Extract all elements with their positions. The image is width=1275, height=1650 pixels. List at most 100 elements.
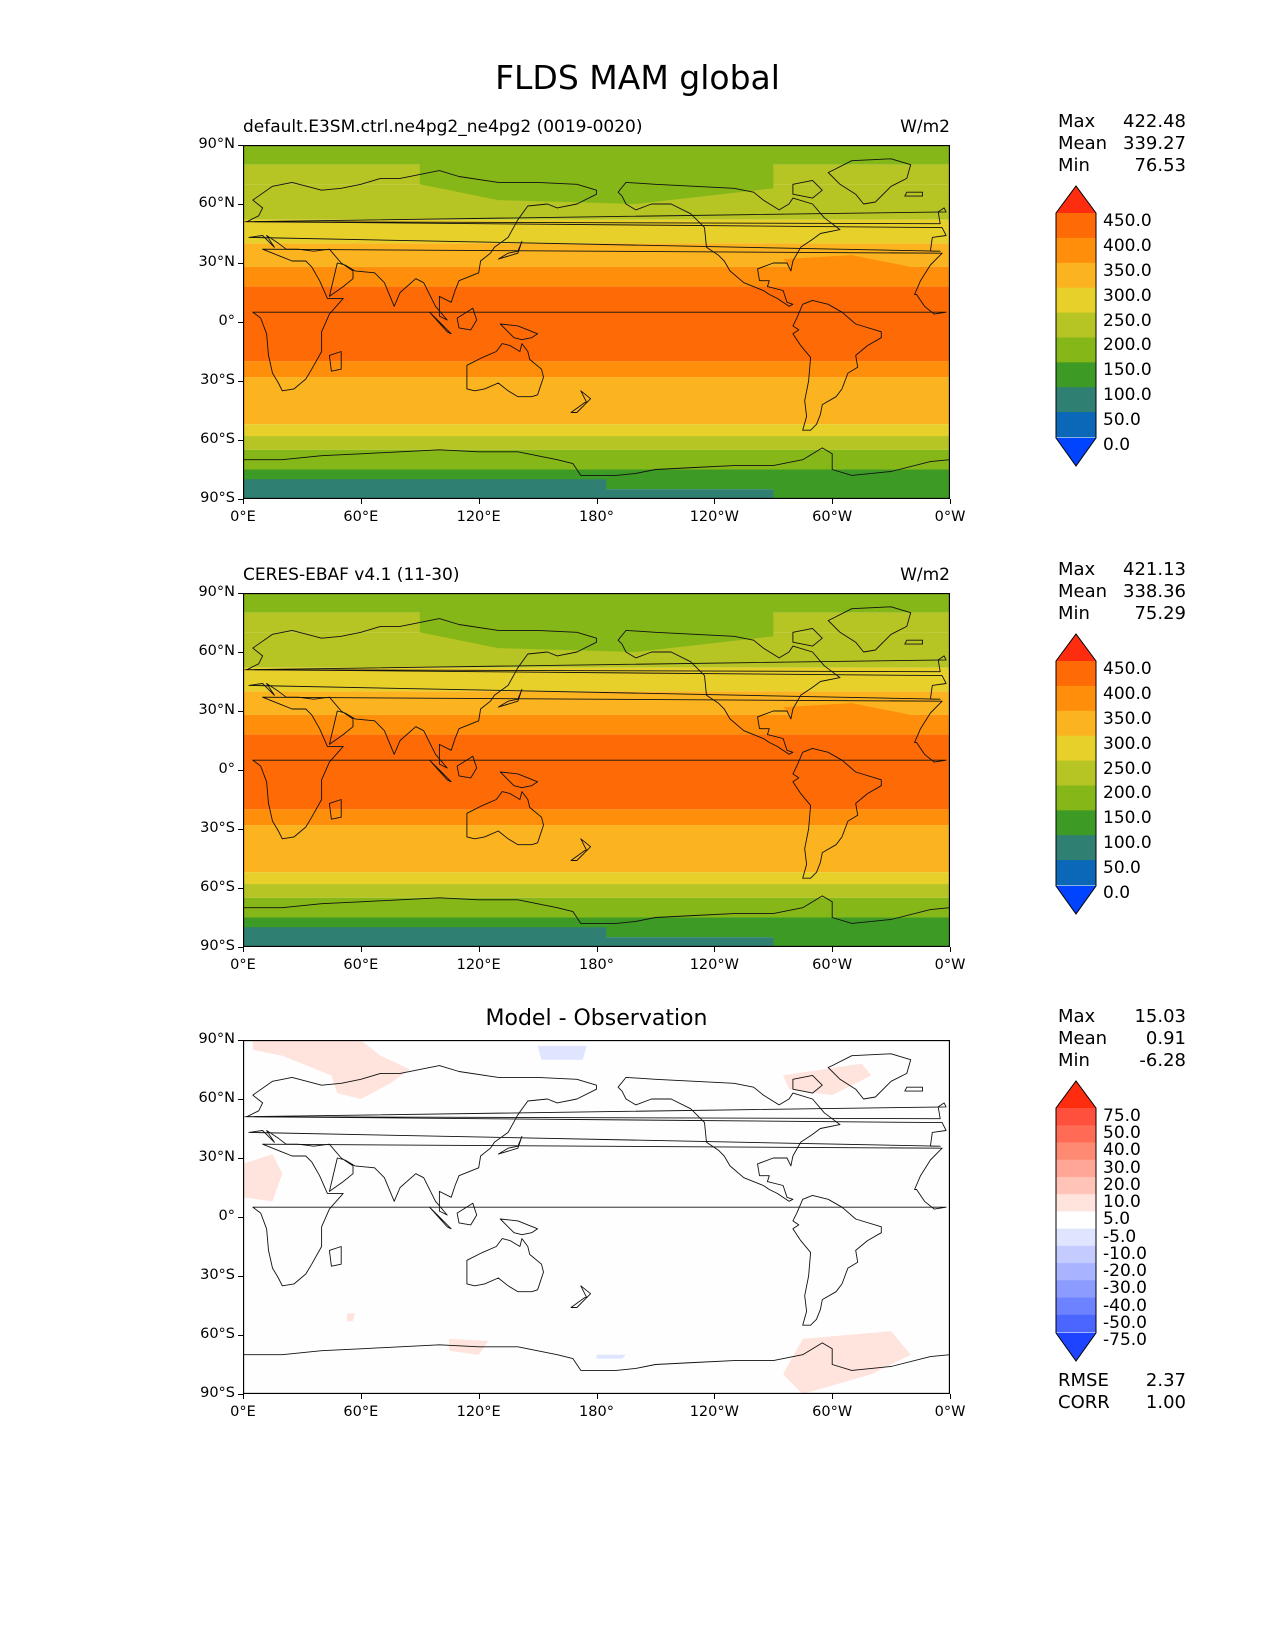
colorbar-tick-label: 400.0	[1103, 683, 1152, 704]
colorbar-segment	[1056, 1194, 1096, 1212]
coastline-africa	[252, 248, 947, 392]
coastline-baffin	[792, 1074, 823, 1094]
lat-tick-mark	[238, 263, 243, 264]
contour-region	[449, 1338, 489, 1355]
lon-tick-label: 60°E	[343, 957, 379, 973]
stat-row: Max 421.13	[1058, 559, 1186, 581]
colorbar-segment	[1056, 810, 1096, 836]
colorbar-segment	[1056, 1228, 1096, 1247]
colorbar-segment	[1056, 1125, 1096, 1143]
lon-tick-label: 120°E	[456, 509, 501, 525]
lon-tick-label: 0°E	[230, 957, 256, 973]
lon-tick-label: 60°E	[343, 1404, 379, 1420]
colorbar-segment	[1056, 685, 1096, 712]
lon-tick-mark	[596, 947, 598, 952]
contour-region	[243, 479, 607, 499]
figure-title: FLDS MAM global	[495, 58, 780, 97]
lon-tick-label: 120°W	[689, 957, 739, 973]
lon-tick-label: 180°	[579, 509, 614, 525]
contour-region	[773, 927, 950, 947]
coastline-eurasia	[246, 1065, 947, 1216]
error-metrics: RMSE 2.37 CORR 1.00	[1058, 1370, 1186, 1414]
contour-band	[243, 361, 950, 378]
lat-tick-label: 0°	[218, 313, 235, 329]
lat-tick-mark	[238, 711, 243, 712]
lon-tick-mark	[360, 947, 362, 952]
colorbar-segment	[1056, 237, 1096, 264]
stat-name: Mean	[1058, 133, 1108, 154]
colorbar-tick-label: 250.0	[1103, 758, 1152, 779]
colorbar-extend-min	[1056, 886, 1096, 914]
stat-name: Mean	[1058, 1028, 1108, 1049]
colorbar-tick-label: -10.0	[1103, 1243, 1147, 1264]
stats-block: Max 15.03 Mean 0.91 Min -6.28	[1058, 1006, 1186, 1072]
lat-tick-label: 30°N	[198, 702, 235, 718]
coastline-nz	[570, 838, 592, 861]
lon-tick-label: 180°	[579, 1404, 614, 1420]
colorbar-segment	[1056, 1297, 1096, 1316]
contour-band	[243, 667, 950, 692]
stat-row: Mean 0.91	[1058, 1028, 1186, 1050]
stat-name: Min	[1058, 155, 1090, 176]
lon-tick-mark	[714, 499, 716, 504]
colorbar-tick-label: -5.0	[1103, 1226, 1137, 1247]
colorbar-tick-label: 350.0	[1103, 260, 1152, 281]
lat-tick-label: 90°N	[198, 136, 235, 152]
lat-tick-label: 0°	[218, 761, 235, 777]
contour-band	[243, 410, 950, 425]
stat-value: 422.48	[1123, 111, 1186, 132]
lon-tick-mark	[832, 947, 834, 952]
coastline-borneo	[456, 1202, 478, 1226]
colorbar-tick-label: -30.0	[1103, 1278, 1147, 1299]
metric-row: RMSE 2.37	[1058, 1370, 1186, 1392]
colorbar-extend-max	[1056, 186, 1096, 213]
lon-tick-label: 120°E	[456, 1404, 501, 1420]
colorbar-segment	[1056, 362, 1096, 388]
stats-block: Max 422.48 Mean 339.27 Min 76.53	[1058, 111, 1186, 177]
contour-region	[243, 1154, 283, 1202]
lat-tick-label: 90°S	[200, 938, 235, 954]
panel-left-title: default.E3SM.ctrl.ne4pg2_ne4pg2 (0019-00…	[243, 117, 643, 137]
colorbar-segment	[1056, 312, 1096, 338]
lon-tick-mark	[243, 1394, 244, 1399]
stats-block: Max 421.13 Mean 338.36 Min 75.29	[1058, 559, 1186, 625]
colorbar-outline	[1055, 1080, 1097, 1362]
map-frame-border	[242, 1039, 951, 1395]
lon-tick-mark	[596, 499, 598, 504]
map-plot-area	[242, 1039, 951, 1395]
colorbar-segment	[1056, 860, 1096, 886]
coastline-newguinea	[499, 771, 539, 789]
lat-tick-mark	[238, 829, 243, 830]
colorbar-outline	[1055, 185, 1097, 467]
lat-tick-label: 30°S	[200, 1267, 235, 1283]
stat-value: 338.36	[1123, 581, 1186, 602]
stat-row: Max 422.48	[1058, 111, 1186, 133]
colorbar-tick-label: 450.0	[1103, 659, 1152, 679]
metric-value: 1.00	[1145, 1392, 1186, 1413]
stat-row: Min 75.29	[1058, 603, 1186, 625]
lon-tick-label: 60°W	[812, 1404, 853, 1420]
coastline-sumatra	[429, 759, 452, 783]
stat-name: Max	[1058, 1006, 1096, 1027]
panel-units: W/m2	[900, 565, 950, 585]
contour-region	[783, 703, 911, 731]
stat-value: 421.13	[1123, 559, 1186, 580]
coastline-nz	[570, 1285, 592, 1308]
lon-tick-mark	[360, 1394, 362, 1399]
colorbar-tick-label: 350.0	[1103, 708, 1152, 729]
colorbar-segment	[1056, 760, 1096, 786]
lon-tick-mark	[478, 499, 480, 504]
coastline-iceland	[904, 191, 923, 197]
lat-tick-label: 90°S	[200, 1385, 235, 1401]
contour-band	[243, 858, 950, 873]
map-plot-area	[242, 144, 951, 500]
contour-band	[243, 219, 950, 244]
coastline-madagascar	[328, 1246, 342, 1267]
coastline-australia	[466, 1238, 544, 1293]
contour-region	[243, 742, 322, 790]
colorbar-tick-label: 150.0	[1103, 808, 1152, 829]
colorbar-segment	[1056, 1142, 1096, 1161]
colorbar-segment	[1056, 1245, 1096, 1264]
stat-name: Mean	[1058, 581, 1108, 602]
metric-value: 2.37	[1145, 1370, 1186, 1391]
